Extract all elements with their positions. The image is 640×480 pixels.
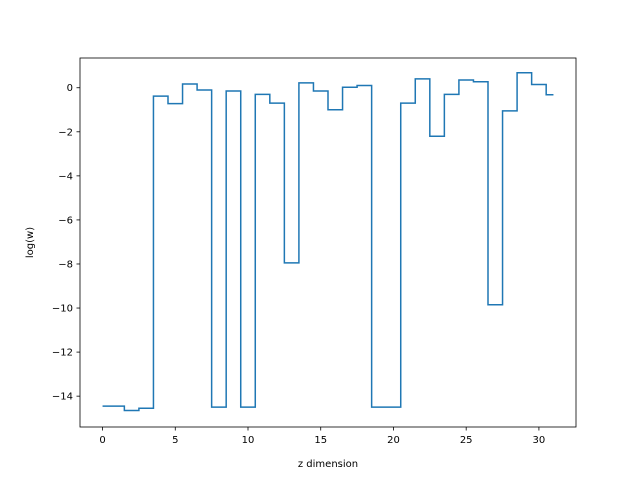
- series-line-0: [102, 72, 554, 412]
- y-tick-label: −12: [52, 348, 73, 359]
- y-tick-label: −2: [58, 127, 73, 138]
- y-axis-ticks: −14 −12 −10 −8 −6 −4 −2 0: [52, 83, 80, 403]
- x-axis-label: z dimension: [298, 459, 358, 470]
- x-tick-label: 25: [460, 435, 473, 446]
- y-tick-label: −6: [58, 215, 73, 226]
- y-tick-label: 0: [67, 83, 73, 94]
- y-axis-label: log(w): [25, 227, 36, 258]
- y-tick-label: −4: [58, 171, 73, 182]
- y-tick-label: −10: [52, 304, 73, 315]
- x-tick-label: 5: [172, 435, 178, 446]
- axes-spines: [79, 57, 577, 428]
- x-axis-ticks: 0 5 10 15 20 25 30: [99, 427, 545, 446]
- y-tick-label: −8: [58, 259, 73, 270]
- x-tick-label: 20: [387, 435, 400, 446]
- x-tick-label: 30: [533, 435, 546, 446]
- x-tick-label: 0: [99, 435, 105, 446]
- x-tick-label: 15: [314, 435, 327, 446]
- axes-frame: [79, 57, 577, 428]
- x-tick-label: 10: [242, 435, 255, 446]
- series-layer: [102, 72, 554, 412]
- plot-area: [80, 58, 576, 427]
- y-tick-label: −14: [52, 392, 73, 403]
